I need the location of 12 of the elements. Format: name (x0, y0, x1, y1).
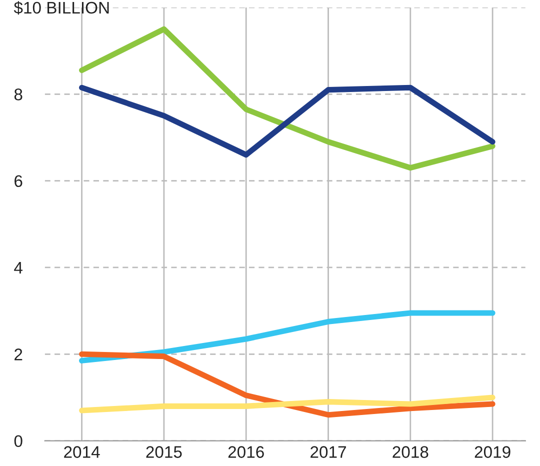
x-tick-label: 2019 (474, 446, 510, 458)
x-tick-label: 2017 (310, 446, 346, 458)
y-tick-label: 4 (14, 262, 22, 274)
x-tick-label: 2018 (392, 446, 428, 458)
y-tick-label: 2 (14, 348, 22, 360)
y-tick-label: 8 (14, 88, 22, 100)
y-tick-label: 6 (14, 175, 22, 188)
x-tick-label: 2014 (64, 446, 100, 458)
y-tick-label: $10 BILLION (14, 1, 109, 15)
x-tick-label: 2016 (228, 446, 264, 458)
y-tick-label: 0 (14, 435, 22, 448)
x-tick-label: 2015 (146, 446, 182, 458)
